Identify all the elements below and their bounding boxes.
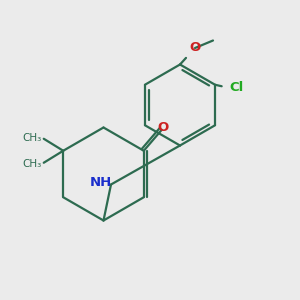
Text: CH₃: CH₃: [22, 133, 41, 143]
Text: Cl: Cl: [229, 81, 243, 94]
Text: NH: NH: [89, 176, 112, 190]
Text: O: O: [189, 41, 201, 55]
Text: CH₃: CH₃: [22, 159, 41, 169]
Text: O: O: [158, 121, 169, 134]
